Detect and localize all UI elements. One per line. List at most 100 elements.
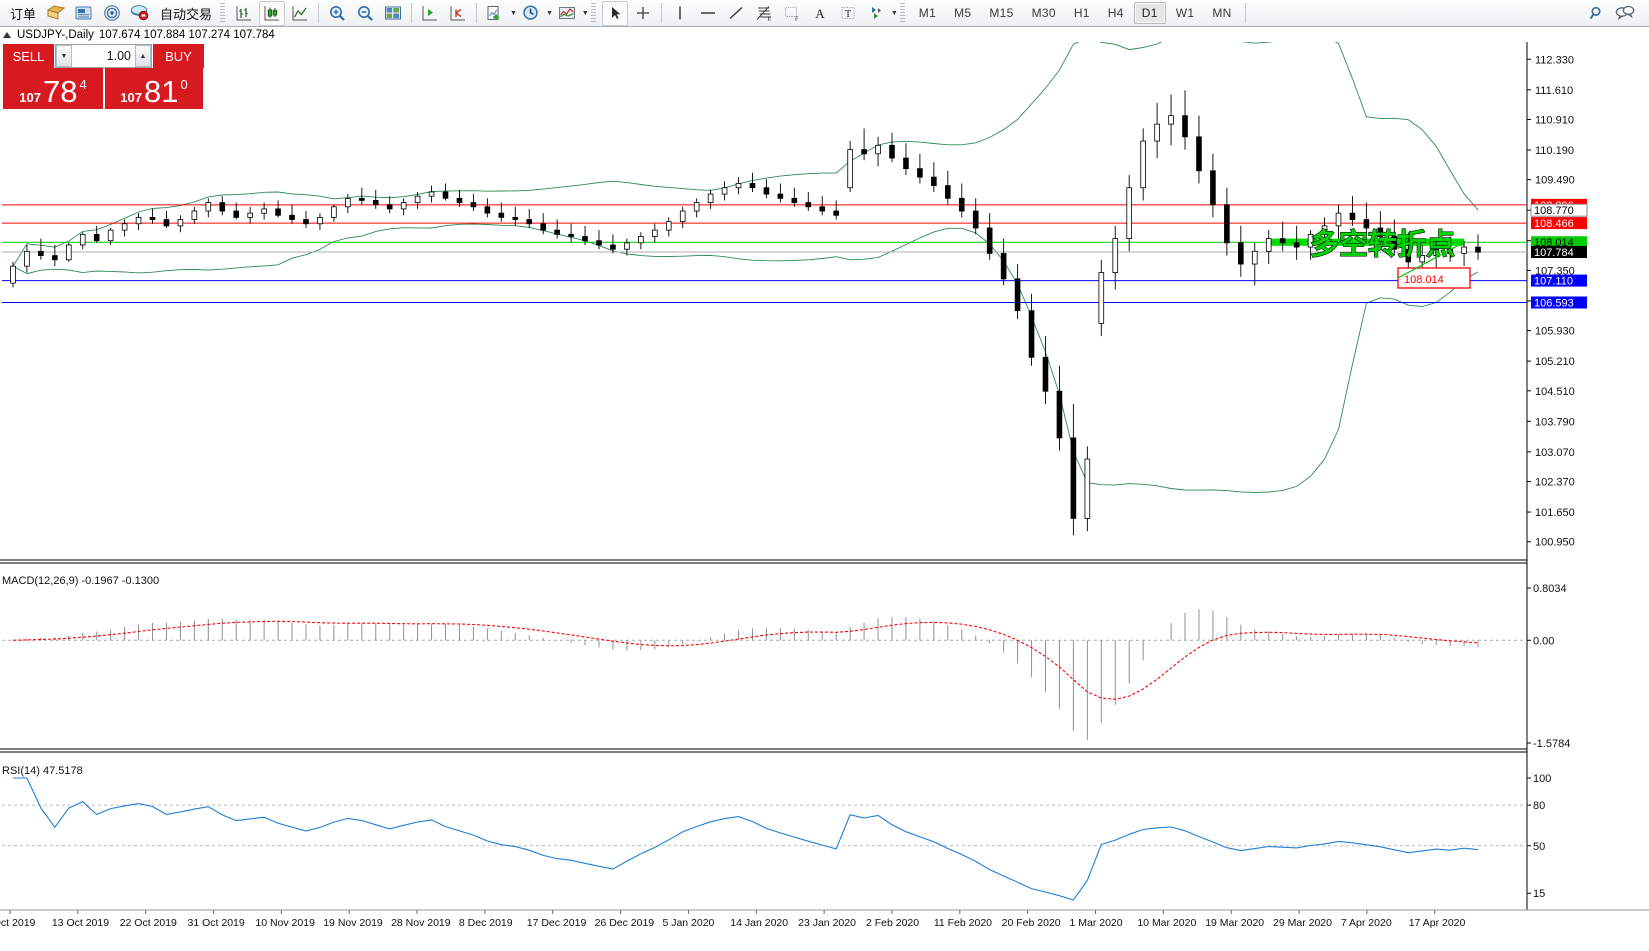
sell-button[interactable]: SELL [3, 44, 54, 68]
trendline-icon[interactable] [723, 1, 749, 26]
one-click-trading-panel: SELL ▼ 1.00 ▲ BUY 107 78 4 107 81 0 [3, 44, 204, 109]
date-tick-label: 20 Feb 2020 [1002, 917, 1061, 929]
candle-body [1042, 356, 1049, 392]
volume-value[interactable]: 1.00 [106, 49, 131, 63]
timeframe-mn[interactable]: MN [1212, 6, 1232, 20]
news-icon[interactable] [71, 1, 97, 26]
chart-background [0, 42, 1649, 951]
timeframe-m5[interactable]: M5 [954, 6, 972, 20]
new-chart-caret-icon[interactable]: ▼ [510, 9, 517, 17]
timeframe-h4[interactable]: H4 [1107, 6, 1124, 20]
price-tick-label: 111.610 [1535, 85, 1573, 97]
candle-body [945, 185, 951, 199]
period-caret-icon[interactable]: ▼ [545, 9, 553, 17]
buy-price-display[interactable]: 107 81 0 [103, 68, 203, 109]
candle-body [52, 255, 58, 261]
shift-end-icon[interactable] [417, 1, 443, 26]
toolbar-grip[interactable] [220, 3, 226, 23]
candle-body [317, 217, 323, 225]
cursor-icon[interactable] [601, 0, 628, 26]
buy-price-pipette: 0 [180, 77, 188, 92]
indicators-icon[interactable] [554, 1, 580, 26]
date-tick-label: 17 Dec 2019 [527, 917, 587, 929]
objects-caret-icon[interactable]: ▼ [890, 9, 898, 17]
orders-label[interactable]: 订单 [10, 6, 37, 22]
date-tick-label: 5 Jan 2020 [662, 917, 714, 929]
candle-body [233, 210, 240, 218]
candle-body [1475, 246, 1481, 253]
timeframe-m15[interactable]: M15 [989, 6, 1014, 20]
equidistant-channel-icon[interactable]: F [779, 1, 805, 26]
candle-body [903, 157, 909, 170]
chart-area[interactable]: 112.330 111.610 110.910 110.190 109.490 108.7… [0, 42, 1649, 951]
autotrade-icon[interactable] [127, 1, 153, 26]
line-chart-icon[interactable] [287, 1, 313, 26]
candle-body [819, 206, 826, 212]
chat-icon[interactable] [1612, 1, 1638, 26]
price-tick-label: 112.330 [1535, 54, 1574, 66]
timeframe-w1[interactable]: W1 [1175, 6, 1195, 20]
candle-body [638, 236, 644, 244]
horizontal-line-icon[interactable] [695, 1, 721, 26]
label-icon[interactable]: T [835, 1, 861, 26]
timeframe-m1[interactable]: M1 [918, 6, 937, 20]
price-tag-106.593 [1531, 296, 1587, 309]
timeframe-h1[interactable]: H1 [1073, 6, 1090, 20]
objects-icon[interactable] [863, 1, 889, 26]
new-chart-icon[interactable] [482, 1, 508, 26]
folder-icon[interactable] [43, 1, 69, 26]
candle-body [1279, 238, 1286, 244]
candle-body [735, 183, 742, 189]
rsi-line [13, 777, 1479, 901]
candle-body [624, 242, 630, 250]
candle-body [972, 210, 979, 229]
zoom-in-icon[interactable] [324, 1, 350, 26]
timeframe-m30[interactable]: M30 [1031, 6, 1056, 20]
volume-field[interactable]: ▼ 1.00 ▲ [55, 44, 152, 68]
toolbar-grip-3[interactable] [899, 3, 905, 23]
rsi-tick-label: 80 [1533, 800, 1545, 812]
candle-body [1238, 242, 1244, 265]
macd-tick-label: 0.8034 [1533, 583, 1567, 595]
chart-canvas[interactable]: 112.330 111.610 110.910 110.190 109.490 108.7… [0, 42, 1649, 951]
candle-body [149, 217, 156, 220]
period-icon[interactable] [518, 1, 544, 26]
search-icon[interactable] [1584, 1, 1610, 26]
text-icon[interactable]: A [807, 1, 833, 26]
date-tick-label: 11 Feb 2020 [934, 917, 992, 929]
date-tick-label: 19 Mar 2020 [1205, 917, 1264, 929]
zoom-out-icon[interactable] [352, 1, 378, 26]
level-label-text: 108.014 [1404, 274, 1444, 286]
timeframe-d1[interactable]: D1 [1133, 2, 1166, 24]
vertical-line-icon[interactable] [667, 1, 693, 26]
fibonacci-icon[interactable]: E [751, 1, 777, 26]
candle-body [1210, 170, 1216, 206]
candle-body [526, 219, 533, 225]
autotrade-label[interactable]: 自动交易 [160, 6, 213, 22]
candle-body [1084, 458, 1091, 519]
candle-body [414, 195, 421, 203]
toolbar-grip-2[interactable] [590, 3, 596, 23]
chart-annotation: 多空转折点 [1310, 227, 1455, 261]
candlestick-chart-icon[interactable] [259, 0, 286, 26]
indicators-caret-icon[interactable]: ▼ [581, 9, 589, 17]
candle-body [1377, 227, 1384, 237]
price-tick-label: 105.930 [1535, 326, 1575, 338]
signal-icon[interactable] [99, 1, 125, 26]
candle-body [1028, 310, 1035, 358]
candle-body [1126, 187, 1133, 240]
bar-chart-icon[interactable] [231, 1, 257, 26]
sell-price-pipette: 4 [79, 77, 87, 92]
tile-windows-icon[interactable] [380, 1, 406, 26]
sell-price-display[interactable]: 107 78 4 [3, 68, 103, 109]
volume-increment-button[interactable]: ▲ [135, 45, 151, 67]
candle-body [247, 212, 253, 218]
volume-decrement-button[interactable]: ▼ [56, 45, 72, 67]
candle-body [358, 197, 365, 201]
svg-text:T: T [845, 9, 851, 20]
candle-body [177, 219, 184, 227]
crosshair-icon[interactable] [630, 1, 656, 26]
buy-button[interactable]: BUY [153, 44, 204, 68]
auto-scroll-icon[interactable] [445, 1, 471, 26]
candle-body [889, 144, 895, 159]
